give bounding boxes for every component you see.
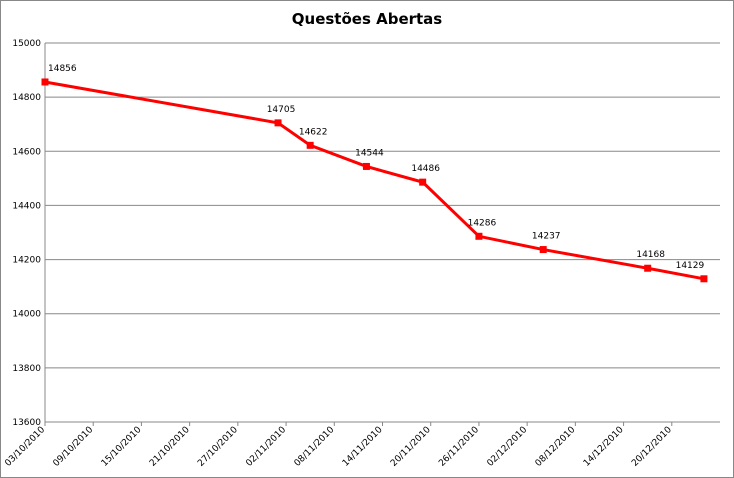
marker [700,275,708,283]
y-tick-label: 14400 [12,201,41,211]
marker [539,246,547,254]
y-tick-label: 13600 [12,418,41,428]
chart-title: Questões Abertas [292,10,443,28]
marker [41,78,49,86]
y-tick-label: 14200 [12,256,41,266]
data-label: 14286 [468,218,497,228]
data-label: 14622 [299,127,328,137]
y-tick-label: 13800 [12,364,41,374]
y-tick-label: 15000 [12,39,41,49]
data-label: 14486 [411,164,440,174]
marker [419,178,427,186]
data-label: 14168 [636,250,665,260]
marker [475,232,483,240]
data-label: 14237 [532,232,561,242]
marker [274,119,282,127]
y-tick-label: 14800 [12,93,41,103]
data-label: 14129 [676,261,705,271]
marker [644,264,652,272]
marker [306,141,314,149]
data-label: 14544 [355,148,384,158]
marker [362,162,370,170]
y-tick-label: 14000 [12,310,41,320]
y-tick-label: 14600 [12,147,41,157]
data-label: 14856 [48,64,77,74]
data-label: 14705 [267,105,296,115]
